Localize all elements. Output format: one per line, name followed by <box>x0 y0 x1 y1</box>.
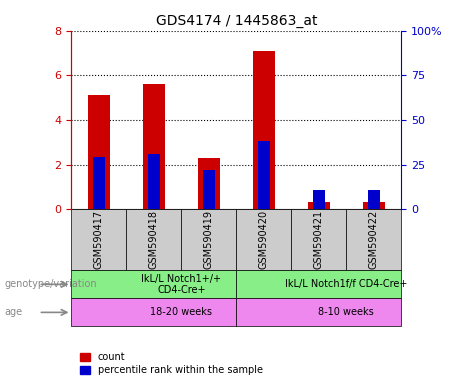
Bar <box>253 51 275 209</box>
Bar <box>71 270 236 298</box>
Bar <box>88 95 110 209</box>
Bar <box>71 298 236 326</box>
Bar <box>313 190 325 209</box>
Bar <box>126 209 181 270</box>
Bar <box>258 141 270 209</box>
Bar <box>198 158 220 209</box>
Bar <box>181 209 236 270</box>
Text: 8-10 weeks: 8-10 weeks <box>318 307 374 318</box>
Bar <box>203 170 215 209</box>
Text: genotype/variation: genotype/variation <box>5 279 97 289</box>
Text: IkL/L Notch1f/f CD4-Cre+: IkL/L Notch1f/f CD4-Cre+ <box>285 279 408 289</box>
Bar <box>236 209 291 270</box>
Bar <box>93 157 105 209</box>
Bar <box>363 202 384 209</box>
Bar <box>236 298 401 326</box>
Text: 18-20 weeks: 18-20 weeks <box>150 307 213 318</box>
Title: GDS4174 / 1445863_at: GDS4174 / 1445863_at <box>155 14 317 28</box>
Text: IkL/L Notch1+/+
CD4-Cre+: IkL/L Notch1+/+ CD4-Cre+ <box>142 273 221 295</box>
Bar <box>291 209 346 270</box>
Text: GSM590420: GSM590420 <box>259 210 269 269</box>
Text: GSM590422: GSM590422 <box>369 210 378 269</box>
Text: age: age <box>5 307 23 318</box>
Bar <box>143 84 165 209</box>
Text: GSM590417: GSM590417 <box>94 210 104 269</box>
Text: GSM590421: GSM590421 <box>313 210 324 269</box>
Bar <box>346 209 401 270</box>
Bar <box>148 154 160 209</box>
Text: GSM590418: GSM590418 <box>149 210 159 269</box>
Bar <box>307 202 330 209</box>
Bar <box>236 270 401 298</box>
Bar <box>71 209 126 270</box>
Legend: count, percentile rank within the sample: count, percentile rank within the sample <box>77 348 266 379</box>
Bar <box>367 190 380 209</box>
Text: GSM590419: GSM590419 <box>204 210 214 269</box>
